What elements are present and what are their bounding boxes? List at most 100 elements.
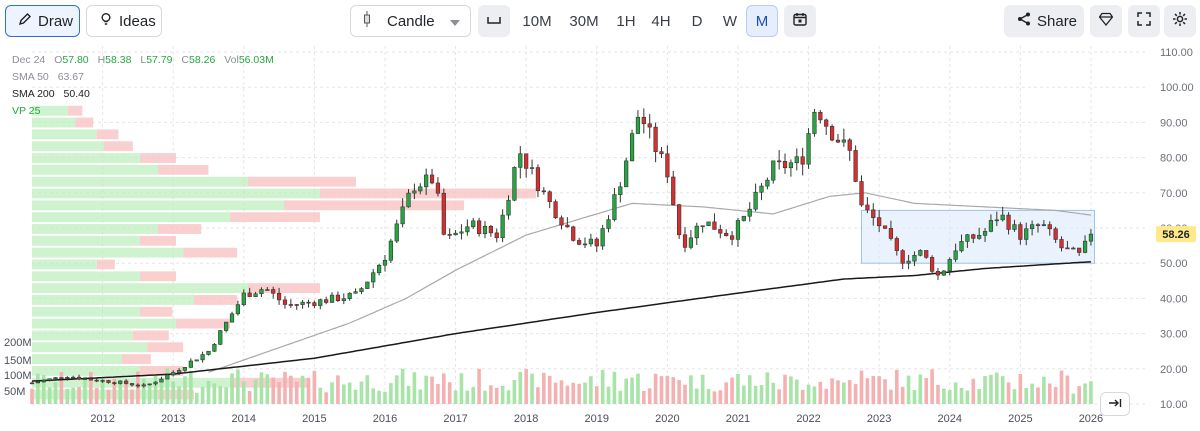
candle-up <box>341 298 346 301</box>
candle-up <box>388 240 393 261</box>
volume-bar <box>571 382 576 404</box>
volume-bar <box>159 383 164 404</box>
chart-style-button[interactable] <box>478 5 510 37</box>
volume-bar <box>100 378 105 404</box>
candle-up <box>771 160 776 181</box>
candle-up <box>765 179 770 187</box>
candle-down <box>1059 239 1064 249</box>
candle-down <box>553 201 558 219</box>
volume-profile-buy-bar <box>32 141 104 152</box>
candle-up <box>35 381 40 384</box>
candle-down <box>477 220 482 234</box>
timeframe-m[interactable]: M <box>746 5 778 37</box>
share-icon <box>1017 12 1031 30</box>
candle-down <box>135 384 141 387</box>
volume-bar <box>665 375 670 404</box>
premium-button[interactable] <box>1090 5 1122 37</box>
fullscreen-icon <box>1137 11 1151 31</box>
ideas-button[interactable]: Ideas <box>86 5 162 37</box>
candle-up <box>947 259 952 272</box>
candle-up <box>747 208 752 217</box>
timeframe-30m[interactable]: 30M <box>569 12 599 30</box>
candle-up <box>629 133 635 162</box>
timeframe-d[interactable]: D <box>691 12 703 30</box>
candle-up <box>406 192 411 208</box>
volume-tick-label: 100M <box>4 370 32 382</box>
candle-down <box>888 228 894 239</box>
x-tick-label: 2024 <box>938 413 962 425</box>
volume-bar <box>253 379 258 404</box>
candle-down <box>594 238 599 247</box>
candle-down <box>335 294 341 301</box>
candle-down <box>641 116 646 125</box>
volume-bar <box>89 372 93 404</box>
volume-bar <box>77 387 81 404</box>
volume-bar <box>236 369 240 404</box>
candle-up <box>806 133 811 165</box>
volume-profile-sell-bar <box>140 153 176 163</box>
timeframe-1h[interactable]: 1H <box>616 12 636 30</box>
settings-button[interactable] <box>1164 5 1196 37</box>
volume-bar <box>1077 386 1081 404</box>
calendar-icon <box>793 12 807 31</box>
candle-down <box>871 209 876 218</box>
candle-up <box>241 292 246 305</box>
volume-profile-buy-bar <box>32 342 148 353</box>
chevron-down-icon <box>450 13 460 30</box>
legend-close-value: 58.26 <box>189 54 216 66</box>
volume-bar <box>1053 386 1058 404</box>
scroll-to-latest-button[interactable] <box>1100 392 1130 416</box>
volume-bar <box>536 387 540 404</box>
chart-grid <box>32 46 1148 405</box>
candle-down <box>682 234 688 248</box>
volume-bar <box>718 390 723 404</box>
volume-bar <box>483 390 487 404</box>
volume-profile-buy-bar <box>32 153 140 163</box>
volume-bar <box>642 390 646 404</box>
candle-down <box>59 377 64 379</box>
volume-profile-buy-bar <box>32 295 194 305</box>
volume-bar <box>971 378 976 404</box>
candle-up <box>582 243 588 246</box>
legend-volume-label: Vol <box>224 54 239 66</box>
x-tick-label: 2020 <box>655 413 679 425</box>
volume-bar <box>465 390 470 404</box>
candle-up <box>529 167 535 169</box>
volume-profile-sell-bar <box>248 283 320 294</box>
volume-bar <box>71 387 75 404</box>
timeframe-4h[interactable]: 4H <box>651 12 671 30</box>
top-toolbar: Draw Ideas Candle 10M 30M 1H 4H D W M <box>0 0 1200 44</box>
timeframe-10m[interactable]: 10M <box>522 12 552 30</box>
candle-down <box>312 302 317 306</box>
volume-bar <box>436 384 440 404</box>
volume-bar <box>383 391 387 404</box>
fullscreen-button[interactable] <box>1128 5 1160 37</box>
candle-down <box>324 299 329 303</box>
price-tick-label: 10.00 <box>1160 399 1188 411</box>
candle-up <box>694 225 699 239</box>
candle-up <box>253 293 258 297</box>
chart-type-select[interactable]: Candle <box>350 5 471 37</box>
candle-down <box>282 299 288 305</box>
volume-bar <box>912 390 917 404</box>
arrow-right-to-line-icon <box>1108 395 1122 413</box>
volume-bar <box>618 390 623 404</box>
candle-up <box>906 260 911 264</box>
volume-bar <box>995 372 999 404</box>
volume-bar <box>600 369 605 404</box>
share-button[interactable]: Share <box>1004 5 1084 37</box>
volume-bar <box>247 391 252 404</box>
volume-bar <box>206 381 211 404</box>
candle-up <box>371 272 376 283</box>
candle-down <box>112 382 117 384</box>
volume-bar <box>859 370 864 404</box>
calendar-button[interactable] <box>784 5 816 37</box>
volume-profile-buy-bar <box>32 188 320 199</box>
timeframe-w[interactable]: W <box>722 12 738 30</box>
volume-bar <box>230 373 234 404</box>
draw-button[interactable]: Draw <box>5 5 80 37</box>
volume-bar <box>924 378 929 404</box>
volume-bar <box>594 386 599 404</box>
candle-up <box>918 250 923 256</box>
volume-bar <box>771 382 776 404</box>
